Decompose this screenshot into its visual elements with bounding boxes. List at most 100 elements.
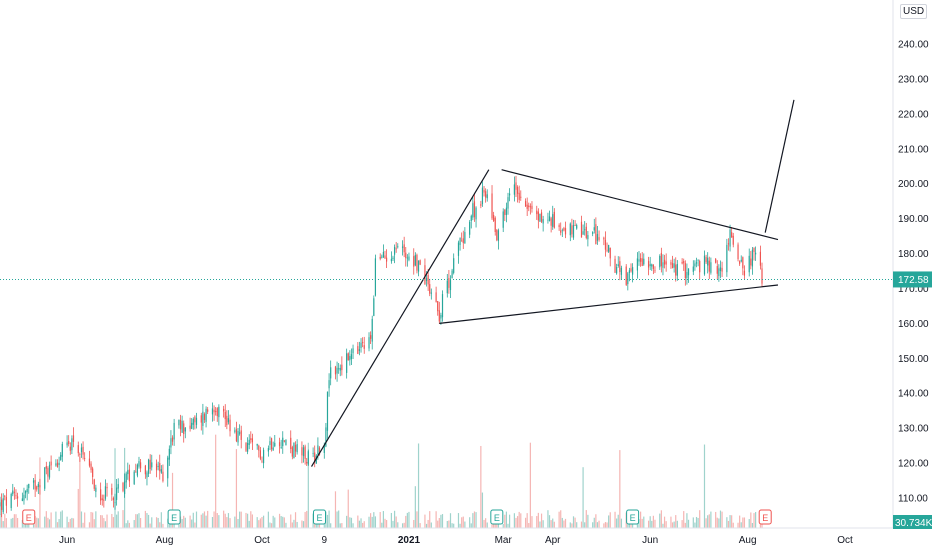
earnings-marker[interactable]: E [490, 509, 504, 525]
volume-bar [0, 514, 1, 528]
candle-body [684, 263, 686, 279]
candle-body [563, 228, 565, 231]
candle-body [32, 480, 35, 483]
candle-body [697, 259, 699, 261]
candle-body [146, 472, 148, 478]
earnings-marker-label: E [171, 513, 177, 523]
candle-body [614, 258, 616, 273]
axis-tags: 172.58 30.734K [893, 271, 932, 529]
earnings-marker[interactable]: E [167, 509, 181, 525]
candle-body [718, 268, 720, 277]
volume-bar [536, 516, 538, 528]
volume-bar [250, 511, 252, 528]
volume-bar [306, 510, 308, 528]
candle-body [194, 416, 196, 423]
candle-body [240, 430, 242, 440]
earnings-marker[interactable]: E [758, 509, 772, 525]
candle-body [314, 452, 316, 463]
volume-bar [2, 521, 4, 528]
volume-bar [285, 522, 287, 528]
candle-body [128, 469, 130, 482]
volume-bar [127, 520, 129, 528]
candle-body [751, 249, 754, 267]
candle-body [104, 486, 107, 499]
volume-bar [550, 520, 552, 528]
volume-bar [50, 512, 52, 528]
volume-bar [753, 513, 755, 528]
volume-bar [48, 519, 51, 528]
candle-body [127, 470, 129, 475]
volume-bar [280, 516, 282, 528]
volume-bar [475, 512, 477, 528]
volume-bar [117, 511, 119, 528]
candle-body [593, 227, 595, 231]
volume-bar [226, 517, 228, 528]
candle-body [162, 471, 164, 482]
volume-bar [569, 522, 571, 528]
candle-body [251, 438, 254, 443]
volume-bar [710, 511, 712, 528]
candle-body [349, 356, 351, 361]
candle-body [529, 206, 531, 208]
volume-bar [707, 515, 709, 528]
candle-body [609, 247, 611, 259]
candle-body [160, 469, 162, 473]
candle-body [285, 439, 287, 446]
price-axis: 110.00 120.00 130.00 140.00 150.00 160.00 170.… [892, 0, 929, 528]
candle-body [710, 262, 712, 273]
candle-body [339, 367, 341, 371]
volume-bar [457, 513, 460, 528]
volume-bar [446, 520, 448, 528]
volume-bar [61, 510, 63, 528]
candle-body [509, 193, 511, 196]
volume-bar [69, 518, 71, 528]
volume-bar [448, 520, 450, 528]
volume-bar [60, 511, 62, 528]
candle-body [552, 214, 554, 227]
volume-bar [751, 522, 754, 528]
candle-body [393, 246, 396, 255]
volume-bar [651, 520, 653, 528]
volume-bar [603, 523, 605, 528]
earnings-marker[interactable]: E [626, 509, 640, 525]
volume-bar [424, 514, 426, 528]
volume-bar [167, 518, 169, 528]
candle-body [497, 230, 500, 241]
candle-body [12, 490, 14, 495]
volume-bar [370, 513, 372, 528]
candle-body [101, 498, 103, 501]
earnings-marker-label: E [316, 513, 322, 523]
volume-bar [194, 522, 196, 528]
volume-bar [639, 511, 642, 528]
volume-bar [617, 514, 619, 528]
volume-bar [537, 512, 539, 528]
volume-bar [507, 523, 509, 528]
volume-bar [616, 518, 618, 528]
candle-body [203, 414, 206, 421]
volume-bar [247, 513, 249, 528]
volume-bar [373, 512, 375, 528]
volume-bar [739, 515, 741, 528]
volume-bar [416, 511, 418, 528]
earnings-marker[interactable]: E [22, 509, 36, 525]
volume-bar [582, 467, 584, 528]
volume-bar [251, 514, 254, 528]
volume-bar [660, 510, 662, 528]
earnings-marker[interactable]: E [312, 509, 326, 525]
volume-bar [641, 518, 643, 528]
candle-body [191, 422, 193, 429]
volume-bar [632, 522, 634, 528]
candle-body [520, 196, 522, 198]
candle-body [28, 483, 30, 489]
volume-bar [630, 522, 632, 528]
candle-body [438, 310, 440, 322]
candle-body [167, 457, 169, 479]
volume-bar [397, 522, 399, 528]
volume-bar [593, 517, 595, 528]
candle-body [731, 232, 733, 238]
currency-label[interactable]: USD [900, 4, 928, 19]
candle-body [703, 255, 706, 275]
volume-bar [393, 510, 396, 528]
